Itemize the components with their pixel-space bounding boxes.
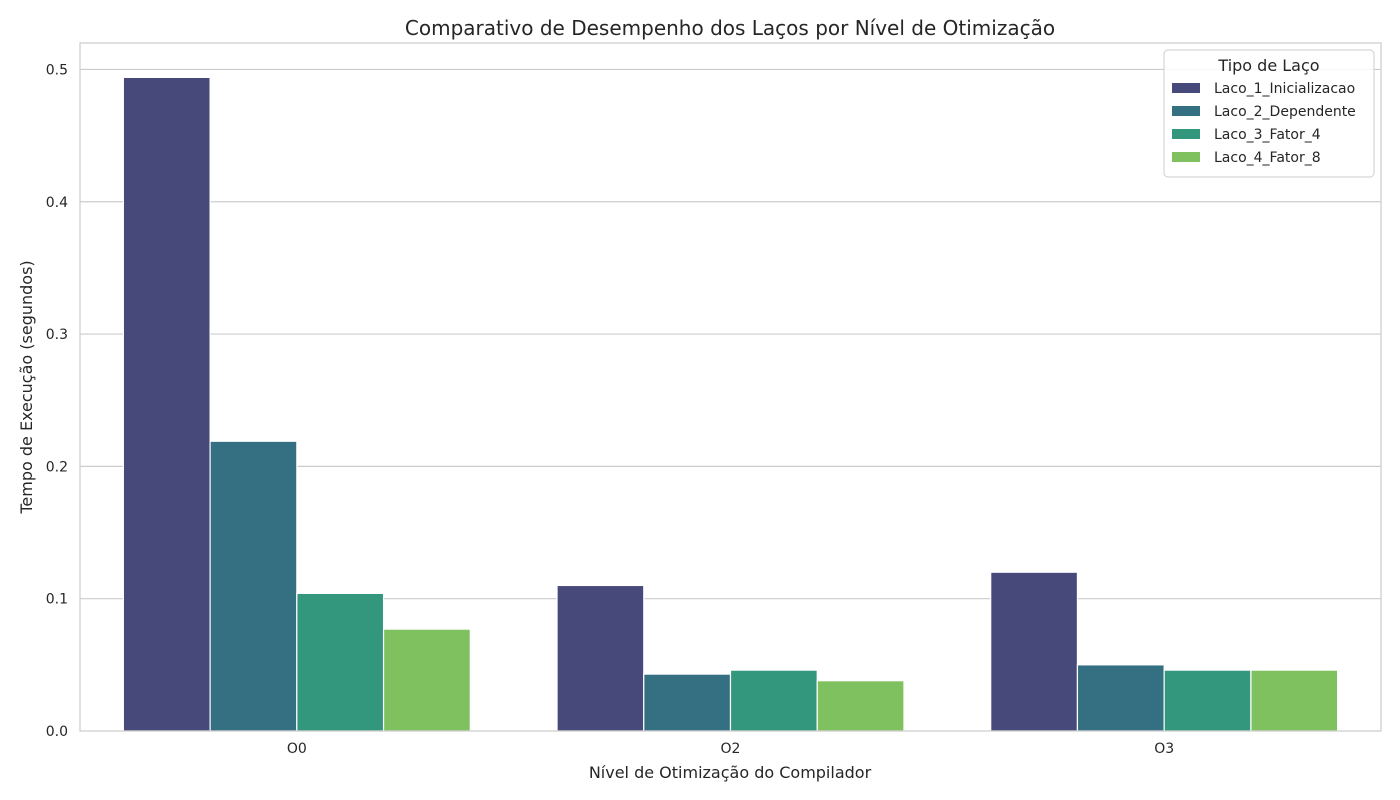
legend: Tipo de Laço Laco_1_Inicializacao Laco_2_… <box>1163 49 1375 178</box>
bar-laco-4-fator-8-o2 <box>816 680 905 732</box>
legend-swatch <box>1172 152 1200 162</box>
bar-laco-2-dependente-o2 <box>643 673 732 732</box>
x-axis-label: Nível de Otimização do Compilador <box>589 763 872 782</box>
y-axis-label: Tempo de Execução (segundos) <box>17 260 36 514</box>
plot-frame <box>79 42 1382 732</box>
bar-laco-1-inicializacao-o3 <box>990 571 1079 732</box>
y-tick-label: 0.1 <box>46 592 68 608</box>
y-tick-label: 0.5 <box>46 62 68 78</box>
legend-item-label: Laco_1_Inicializacao <box>1214 81 1355 97</box>
bars <box>122 76 1339 732</box>
bar-laco-4-fator-8-o0 <box>382 628 471 732</box>
bar-laco-4-fator-8-o3 <box>1250 669 1339 732</box>
legend-item-label: Laco_3_Fator_4 <box>1214 127 1321 143</box>
bar-laco-3-fator-4-o3 <box>1163 669 1252 732</box>
x-tick-labels: O0 O2 O3 <box>287 741 1174 757</box>
legend-items: Laco_1_Inicializacao Laco_2_Dependente Lac… <box>1172 81 1356 166</box>
bar-laco-3-fator-4-o0 <box>296 592 385 732</box>
y-tick-labels: 0.0 0.1 0.2 0.3 0.4 0.5 <box>46 62 68 740</box>
legend-item-label: Laco_2_Dependente <box>1214 104 1356 120</box>
x-tick-label: O0 <box>287 741 307 757</box>
x-tick-label: O3 <box>1154 741 1174 757</box>
y-tick-label: 0.4 <box>46 195 68 211</box>
y-tick-label: 0.2 <box>46 459 68 475</box>
y-tick-label: 0.3 <box>46 327 68 343</box>
bar-laco-3-fator-4-o2 <box>729 669 818 732</box>
y-tick-label: 0.0 <box>46 724 68 740</box>
x-tick-label: O2 <box>721 741 741 757</box>
bar-laco-2-dependente-o0 <box>209 440 298 732</box>
legend-swatch <box>1172 106 1200 116</box>
legend-title: Tipo de Laço <box>1217 56 1319 75</box>
legend-box <box>1163 49 1375 178</box>
legend-item-label: Laco_4_Fator_8 <box>1214 150 1321 166</box>
legend-swatch <box>1172 129 1200 139</box>
legend-swatch <box>1172 83 1200 93</box>
bar-laco-1-inicializacao-o0 <box>122 76 211 732</box>
bar-laco-1-inicializacao-o2 <box>556 584 645 732</box>
bar-laco-2-dependente-o3 <box>1076 664 1165 732</box>
chart-title: Comparativo de Desempenho dos Laços por … <box>405 16 1055 40</box>
